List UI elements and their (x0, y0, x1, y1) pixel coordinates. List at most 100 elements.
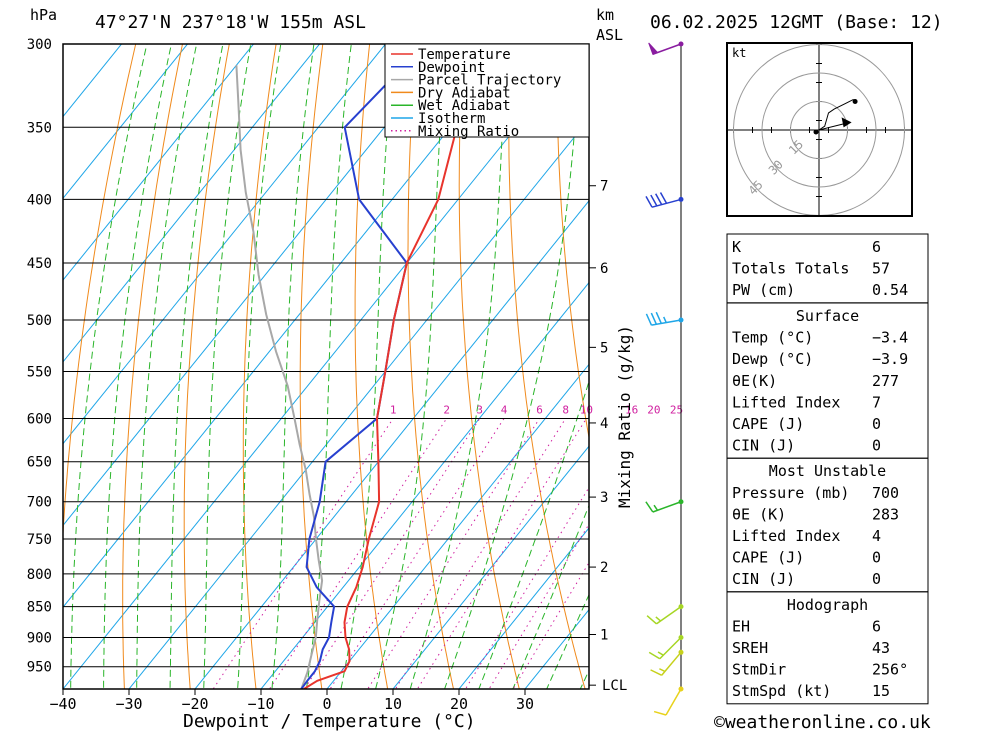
hodograph-origin-dot (813, 129, 819, 135)
mixing-ratio-label: 8 (562, 403, 569, 416)
wind-barb-flag (655, 193, 663, 205)
legend-label: Dewpoint (418, 60, 485, 76)
pressure-tick-label: 300 (27, 37, 52, 53)
wind-barb-flag (655, 311, 662, 324)
most-unstable-value: 283 (872, 505, 899, 523)
wet-adiabat (271, 44, 315, 689)
index-label: K (732, 238, 741, 256)
legend-label: Temperature (418, 47, 511, 63)
isotherm-line (63, 44, 255, 281)
wind-barb (650, 649, 684, 676)
wind-barb (645, 192, 684, 208)
wind-barb (648, 635, 684, 660)
hodograph-stats-value: 15 (872, 682, 890, 700)
mixing-ratio-label: 10 (580, 403, 593, 416)
dry-adiabat (959, 0, 1000, 721)
most-unstable-value: 0 (872, 570, 881, 588)
most-unstable-title: Most Unstable (769, 462, 886, 480)
pressure-tick-label: 550 (27, 364, 52, 380)
height-tick-label: 2 (600, 560, 608, 576)
pressure-tick-label: 900 (27, 631, 52, 647)
hodograph-stats-label: StmDir (732, 661, 786, 679)
pressure-tick-label: 350 (27, 120, 52, 136)
wind-barb-flag (645, 501, 654, 513)
wind-barb-staff (665, 688, 682, 716)
x-tick-label: 20 (450, 695, 468, 713)
mixing-ratio-line (512, 561, 589, 689)
legend-label: Dry Adiabat (418, 85, 511, 101)
x-tick-label: 10 (384, 695, 402, 713)
wind-barb-flag (650, 312, 658, 325)
hodograph-stats-label: SREH (732, 639, 768, 657)
mixing-ratio-line (394, 418, 567, 689)
mixing-ratio-label: 6 (536, 403, 543, 416)
x-tick-label: −30 (115, 695, 142, 713)
isotherm-line (63, 44, 189, 200)
pressure-tick-label: 450 (27, 256, 52, 272)
pressure-tick-label: 950 (27, 660, 52, 676)
surface-value: −3.9 (872, 350, 908, 368)
hodograph-stats-value: 43 (872, 639, 890, 657)
pressure-unit-label: hPa (30, 6, 57, 24)
wind-barb (646, 604, 684, 625)
hodograph-end-dot (852, 99, 858, 104)
surface-label: Dewp (°C) (732, 350, 813, 368)
wet-adiabat (546, 593, 589, 689)
legend-label: Isotherm (418, 111, 485, 127)
surface-label: CIN (J) (732, 437, 795, 455)
wind-barbs (645, 41, 684, 716)
index-value: 6 (872, 238, 881, 256)
datetime-title: 06.02.2025 12GMT (Base: 12) (650, 12, 943, 33)
legend-label: Wet Adiabat (418, 98, 511, 114)
copyright-footer: ©weatheronline.co.uk (714, 712, 931, 733)
index-value: 57 (872, 260, 890, 278)
pressure-tick-label: 750 (27, 532, 52, 548)
profiles (235, 44, 479, 689)
surface-value: −3.4 (872, 329, 908, 347)
hodograph-ring (790, 101, 848, 159)
hodograph-unit-label: kt (732, 46, 746, 60)
surface-value: 0 (872, 415, 881, 433)
mixing-ratio-label: 2 (443, 403, 450, 416)
wind-barb (645, 499, 684, 513)
wet-adiabat (136, 44, 198, 689)
hodograph-stats-label: EH (732, 617, 750, 635)
wet-adiabat (70, 44, 148, 689)
legend-box (384, 43, 590, 138)
mixing-ratio-label: 16 (625, 403, 638, 416)
most-unstable-value: 700 (872, 484, 899, 502)
wind-barb (653, 686, 684, 716)
isotherm-line (63, 44, 123, 118)
isotherm-line (63, 44, 321, 363)
height-tick-label: 6 (600, 261, 608, 277)
x-tick-label: −40 (49, 695, 76, 713)
surface-value: 0 (872, 437, 881, 455)
wind-barb-half-flag (663, 316, 667, 323)
wet-adiabat (444, 44, 582, 689)
wet-adiabat (169, 44, 224, 689)
height-unit-asl: ASL (596, 26, 623, 44)
index-label: PW (cm) (732, 281, 795, 299)
most-unstable-label: Lifted Index (732, 527, 840, 545)
isotherm-line (458, 527, 589, 689)
x-tick-label: 0 (322, 695, 331, 713)
parcel-trajectory-line (235, 65, 324, 689)
mixing-ratio-label: 4 (501, 403, 508, 416)
mixing-ratio-line (303, 418, 481, 689)
plot-frame (62, 43, 590, 690)
dry-adiabat (556, 44, 589, 441)
hodograph-stats-title: Hodograph (787, 596, 868, 614)
most-unstable-value: 0 (872, 549, 881, 567)
pressure-tick-label: 500 (27, 313, 52, 329)
wind-barb-flag (646, 615, 657, 625)
hodograph-ring (733, 44, 905, 215)
mixing-ratio-label: 3 (476, 403, 483, 416)
isotherm-line (392, 445, 589, 689)
surface-label: Lifted Index (732, 393, 840, 411)
wind-barb-half-flag (653, 504, 659, 511)
isotherm-line (194, 200, 589, 689)
x-tick-label: −20 (181, 695, 208, 713)
surface-label: CAPE (J) (732, 415, 804, 433)
surface-label: θE(K) (732, 372, 777, 390)
